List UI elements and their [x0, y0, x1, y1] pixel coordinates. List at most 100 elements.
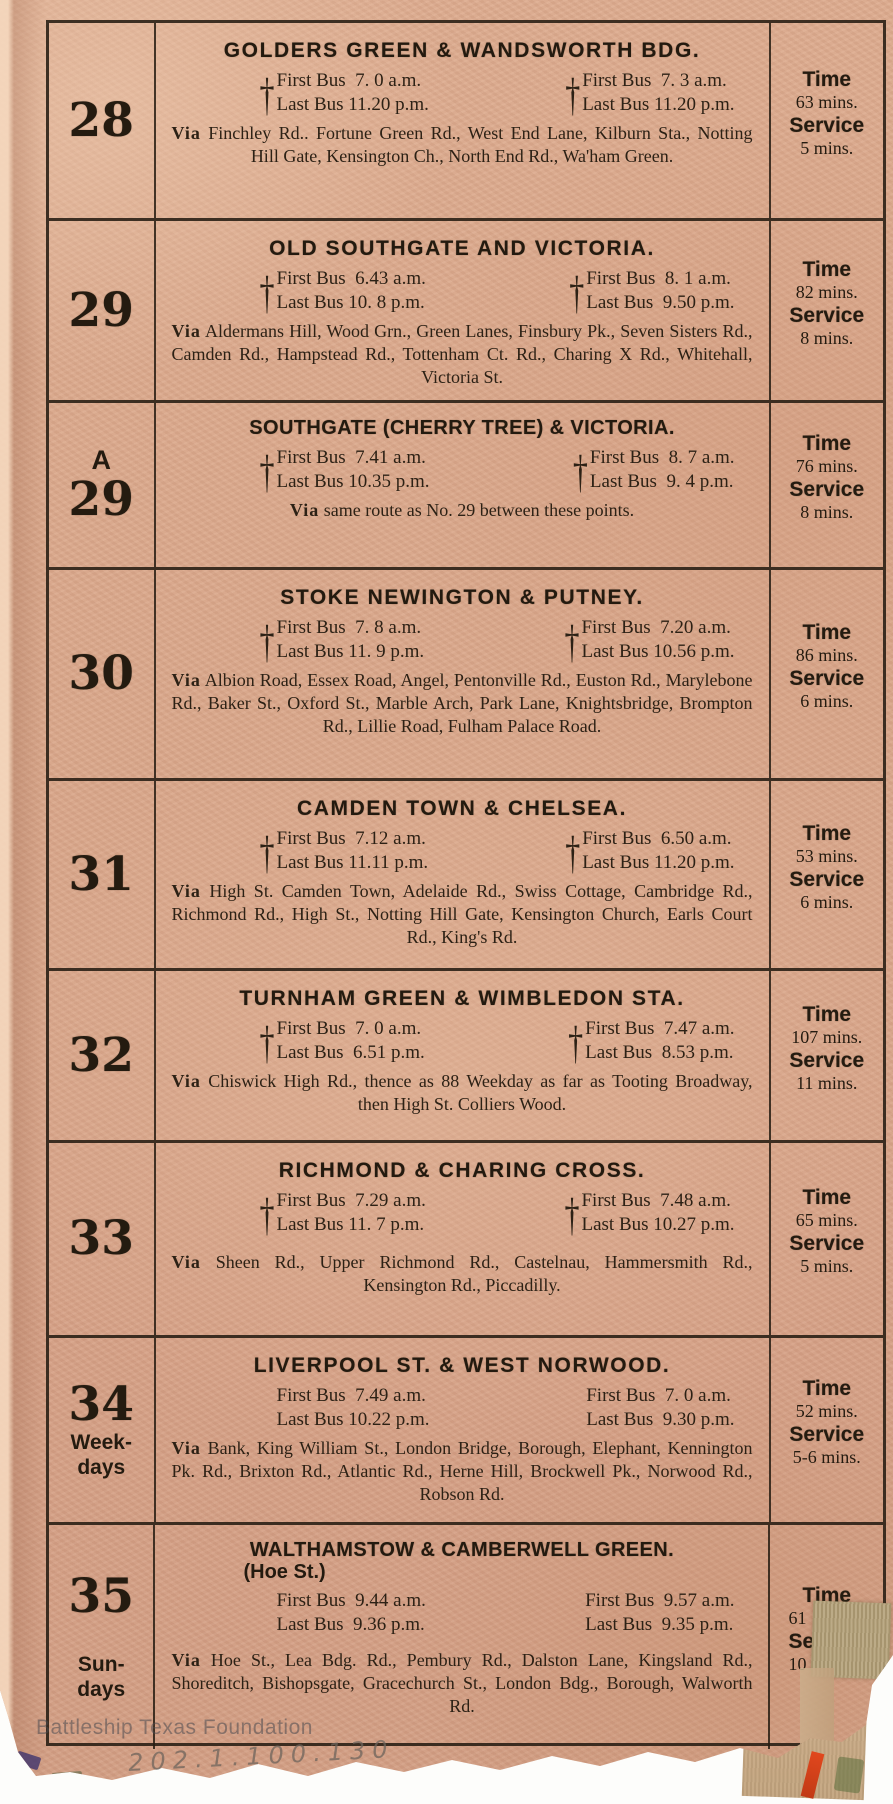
- route-detail-cell: LIVERPOOL ST. & WEST NORWOOD. First Bus …: [156, 1338, 771, 1522]
- first-bus: First Bus 7.12 a.m.: [276, 828, 426, 849]
- service-value: 6 mins.: [800, 691, 854, 712]
- first-bus: First Bus 7.48 a.m.: [581, 1190, 731, 1211]
- service-value: 6 mins.: [800, 891, 854, 912]
- service-value: 8 mins.: [800, 502, 854, 523]
- time-value: 65 mins.: [795, 1210, 858, 1231]
- route-title: TURNHAM GREEN & WIMBLEDON STA.: [239, 987, 685, 1010]
- first-bus: First Bus 7.49 a.m.: [276, 1385, 426, 1406]
- route-number: 30: [68, 646, 134, 702]
- service-value: 5-6 mins.: [792, 1447, 861, 1468]
- last-bus: Last Bus 9.30 p.m.: [586, 1409, 735, 1430]
- service-label: Service: [789, 478, 865, 501]
- time-service-cell: Time 76 mins. Service 8 mins.: [771, 403, 883, 567]
- time-label: Time: [802, 621, 852, 645]
- dagger-icon: †: [568, 1017, 584, 1070]
- time-value: 52 mins.: [795, 1401, 858, 1422]
- service-value: 5 mins.: [800, 137, 854, 158]
- time-service-cell: Time 63 mins. Service 5 mins.: [771, 23, 883, 218]
- bus-times: † First Bus 7. 0 a.m. Last Bus 6.51 p.m. …: [156, 1011, 769, 1067]
- outbound-times: First Bus 7.49 a.m. Last Bus 10.22 p.m.: [260, 1384, 430, 1432]
- service-label: Service: [789, 667, 865, 690]
- route-detail-cell: OLD SOUTHGATE AND VICTORIA. † First Bus …: [156, 221, 771, 400]
- return-times: † First Bus 7.48 a.m. Last Bus 10.27 p.m.: [564, 1189, 734, 1239]
- time-value: 63 mins.: [795, 91, 858, 112]
- route-number-cell: 33: [49, 1143, 156, 1335]
- route-day-label: Sun-: [77, 1652, 125, 1676]
- route-detail-cell: RICHMOND & CHARING CROSS. † First Bus 7.…: [156, 1143, 771, 1335]
- return-times: † First Bus 7.20 a.m. Last Bus 10.56 p.m.: [564, 616, 734, 666]
- route-detail-cell: CAMDEN TOWN & CHELSEA. † First Bus 7.12 …: [156, 781, 771, 968]
- time-service-cell: Time 107 mins. Service 11 mins.: [771, 971, 883, 1140]
- route-row: 28 GOLDERS GREEN & WANDSWORTH BDG. † Fir…: [49, 23, 883, 221]
- outbound-times: † First Bus 7.29 a.m. Last Bus 11. 7 p.m.: [260, 1189, 426, 1239]
- last-bus: Last Bus 10.22 p.m.: [276, 1409, 430, 1430]
- route-table: 28 GOLDERS GREEN & WANDSWORTH BDG. † Fir…: [46, 20, 886, 1749]
- route-detail-cell: GOLDERS GREEN & WANDSWORTH BDG. † First …: [156, 23, 771, 218]
- ink-mark: [14, 1750, 42, 1771]
- dagger-icon: †: [565, 827, 581, 880]
- route-row: 35 Sun- days WALTHAMSTOW & CAMBERWELL GR…: [49, 1525, 883, 1749]
- bus-times: First Bus 9.44 a.m. Last Bus 9.36 p.m. Fi…: [155, 1583, 768, 1637]
- dagger-icon: †: [259, 1017, 275, 1070]
- route-row: 29 OLD SOUTHGATE AND VICTORIA. † First B…: [49, 221, 883, 403]
- route-title: SOUTHGATE (CHERRY TREE) & VICTORIA.: [249, 417, 675, 439]
- route-day-label: days: [77, 1677, 126, 1701]
- time-service-cell: Time 86 mins. Service 6 mins.: [771, 570, 883, 778]
- first-bus: First Bus 7.47 a.m.: [585, 1018, 735, 1039]
- bus-times: † First Bus 7. 8 a.m. Last Bus 11. 9 p.m.…: [156, 610, 769, 666]
- dagger-icon: †: [565, 69, 581, 122]
- route-number: 31: [68, 846, 134, 902]
- route-title: GOLDERS GREEN & WANDSWORTH BDG.: [223, 39, 701, 62]
- route-row: 32 TURNHAM GREEN & WIMBLEDON STA. † Firs…: [49, 971, 883, 1143]
- route-number: 34: [68, 1376, 134, 1432]
- return-times: † First Bus 7. 3 a.m. Last Bus 11.20 p.m.: [565, 69, 735, 119]
- route-row: 33 RICHMOND & CHARING CROSS. † First Bus…: [49, 1143, 883, 1338]
- first-bus: First Bus 7. 0 a.m.: [586, 1385, 731, 1406]
- last-bus: Last Bus 10. 8 p.m.: [276, 292, 425, 313]
- service-label: Service: [789, 1232, 865, 1255]
- outbound-times: † First Bus 7.41 a.m. Last Bus 10.35 p.m.: [260, 446, 430, 496]
- route-detail-cell: WALTHAMSTOW & CAMBERWELL GREEN. (Hoe St.…: [155, 1525, 771, 1749]
- via-label: Via: [171, 321, 201, 341]
- dagger-icon: [260, 1388, 272, 1456]
- service-label: Service: [789, 303, 865, 327]
- first-bus: First Bus 8. 1 a.m.: [586, 268, 731, 289]
- service-value: 8 mins.: [800, 327, 854, 348]
- dagger-icon: [569, 1388, 581, 1456]
- time-value: 107 mins.: [791, 1026, 863, 1047]
- dagger-icon: †: [259, 267, 275, 320]
- via-label: Via: [171, 670, 201, 690]
- dagger-icon: †: [564, 1189, 580, 1242]
- outbound-times: † First Bus 7. 8 a.m. Last Bus 11. 9 p.m.: [260, 616, 425, 666]
- time-value: 86 mins.: [795, 645, 858, 666]
- route-number: 33: [68, 1211, 134, 1267]
- route-title: STOKE NEWINGTON & PUTNEY.: [280, 586, 644, 609]
- via-label: Via: [171, 1252, 201, 1272]
- route-row: 34 Week- days LIVERPOOL ST. & WEST NORWO…: [49, 1338, 883, 1525]
- time-value: 61: [788, 1608, 807, 1629]
- route-number-cell: 28: [49, 23, 156, 218]
- route-number-cell: 31: [49, 781, 156, 968]
- via-label: Via: [171, 1650, 201, 1670]
- service-value: 5 mins.: [800, 1256, 854, 1277]
- service-label: Service: [789, 1048, 865, 1072]
- watermark-text: Battleship Texas Foundation: [36, 1716, 313, 1739]
- first-bus: First Bus 7. 8 a.m.: [276, 617, 422, 638]
- dagger-icon: †: [572, 446, 588, 499]
- bus-times: First Bus 7.49 a.m. Last Bus 10.22 p.m. F…: [156, 1378, 769, 1432]
- time-service-cell: Time 52 mins. Service 5-6 mins.: [771, 1338, 883, 1522]
- first-bus: First Bus 7. 0 a.m.: [276, 1018, 422, 1039]
- via-label: Via: [171, 1071, 201, 1091]
- route-title: LIVERPOOL ST. & WEST NORWOOD.: [253, 1354, 671, 1377]
- time-service-cell: Time 53 mins. Service 6 mins.: [771, 781, 883, 968]
- via-label: Via: [171, 123, 201, 143]
- outbound-times: † First Bus 7. 0 a.m. Last Bus 11.20 p.m.: [260, 69, 429, 119]
- route-subtitle: (Hoe St.): [243, 1561, 326, 1583]
- route-number-prefix: A: [91, 444, 112, 475]
- route-number-cell: 34 Week- days: [49, 1338, 156, 1522]
- service-value: 11 mins.: [796, 1072, 858, 1093]
- bus-times: † First Bus 7. 0 a.m. Last Bus 11.20 p.m.…: [156, 63, 769, 119]
- first-bus: First Bus 7. 0 a.m.: [276, 70, 422, 91]
- last-bus: Last Bus 11.20 p.m.: [582, 94, 735, 115]
- route-detail-cell: STOKE NEWINGTON & PUTNEY. † First Bus 7.…: [156, 570, 771, 778]
